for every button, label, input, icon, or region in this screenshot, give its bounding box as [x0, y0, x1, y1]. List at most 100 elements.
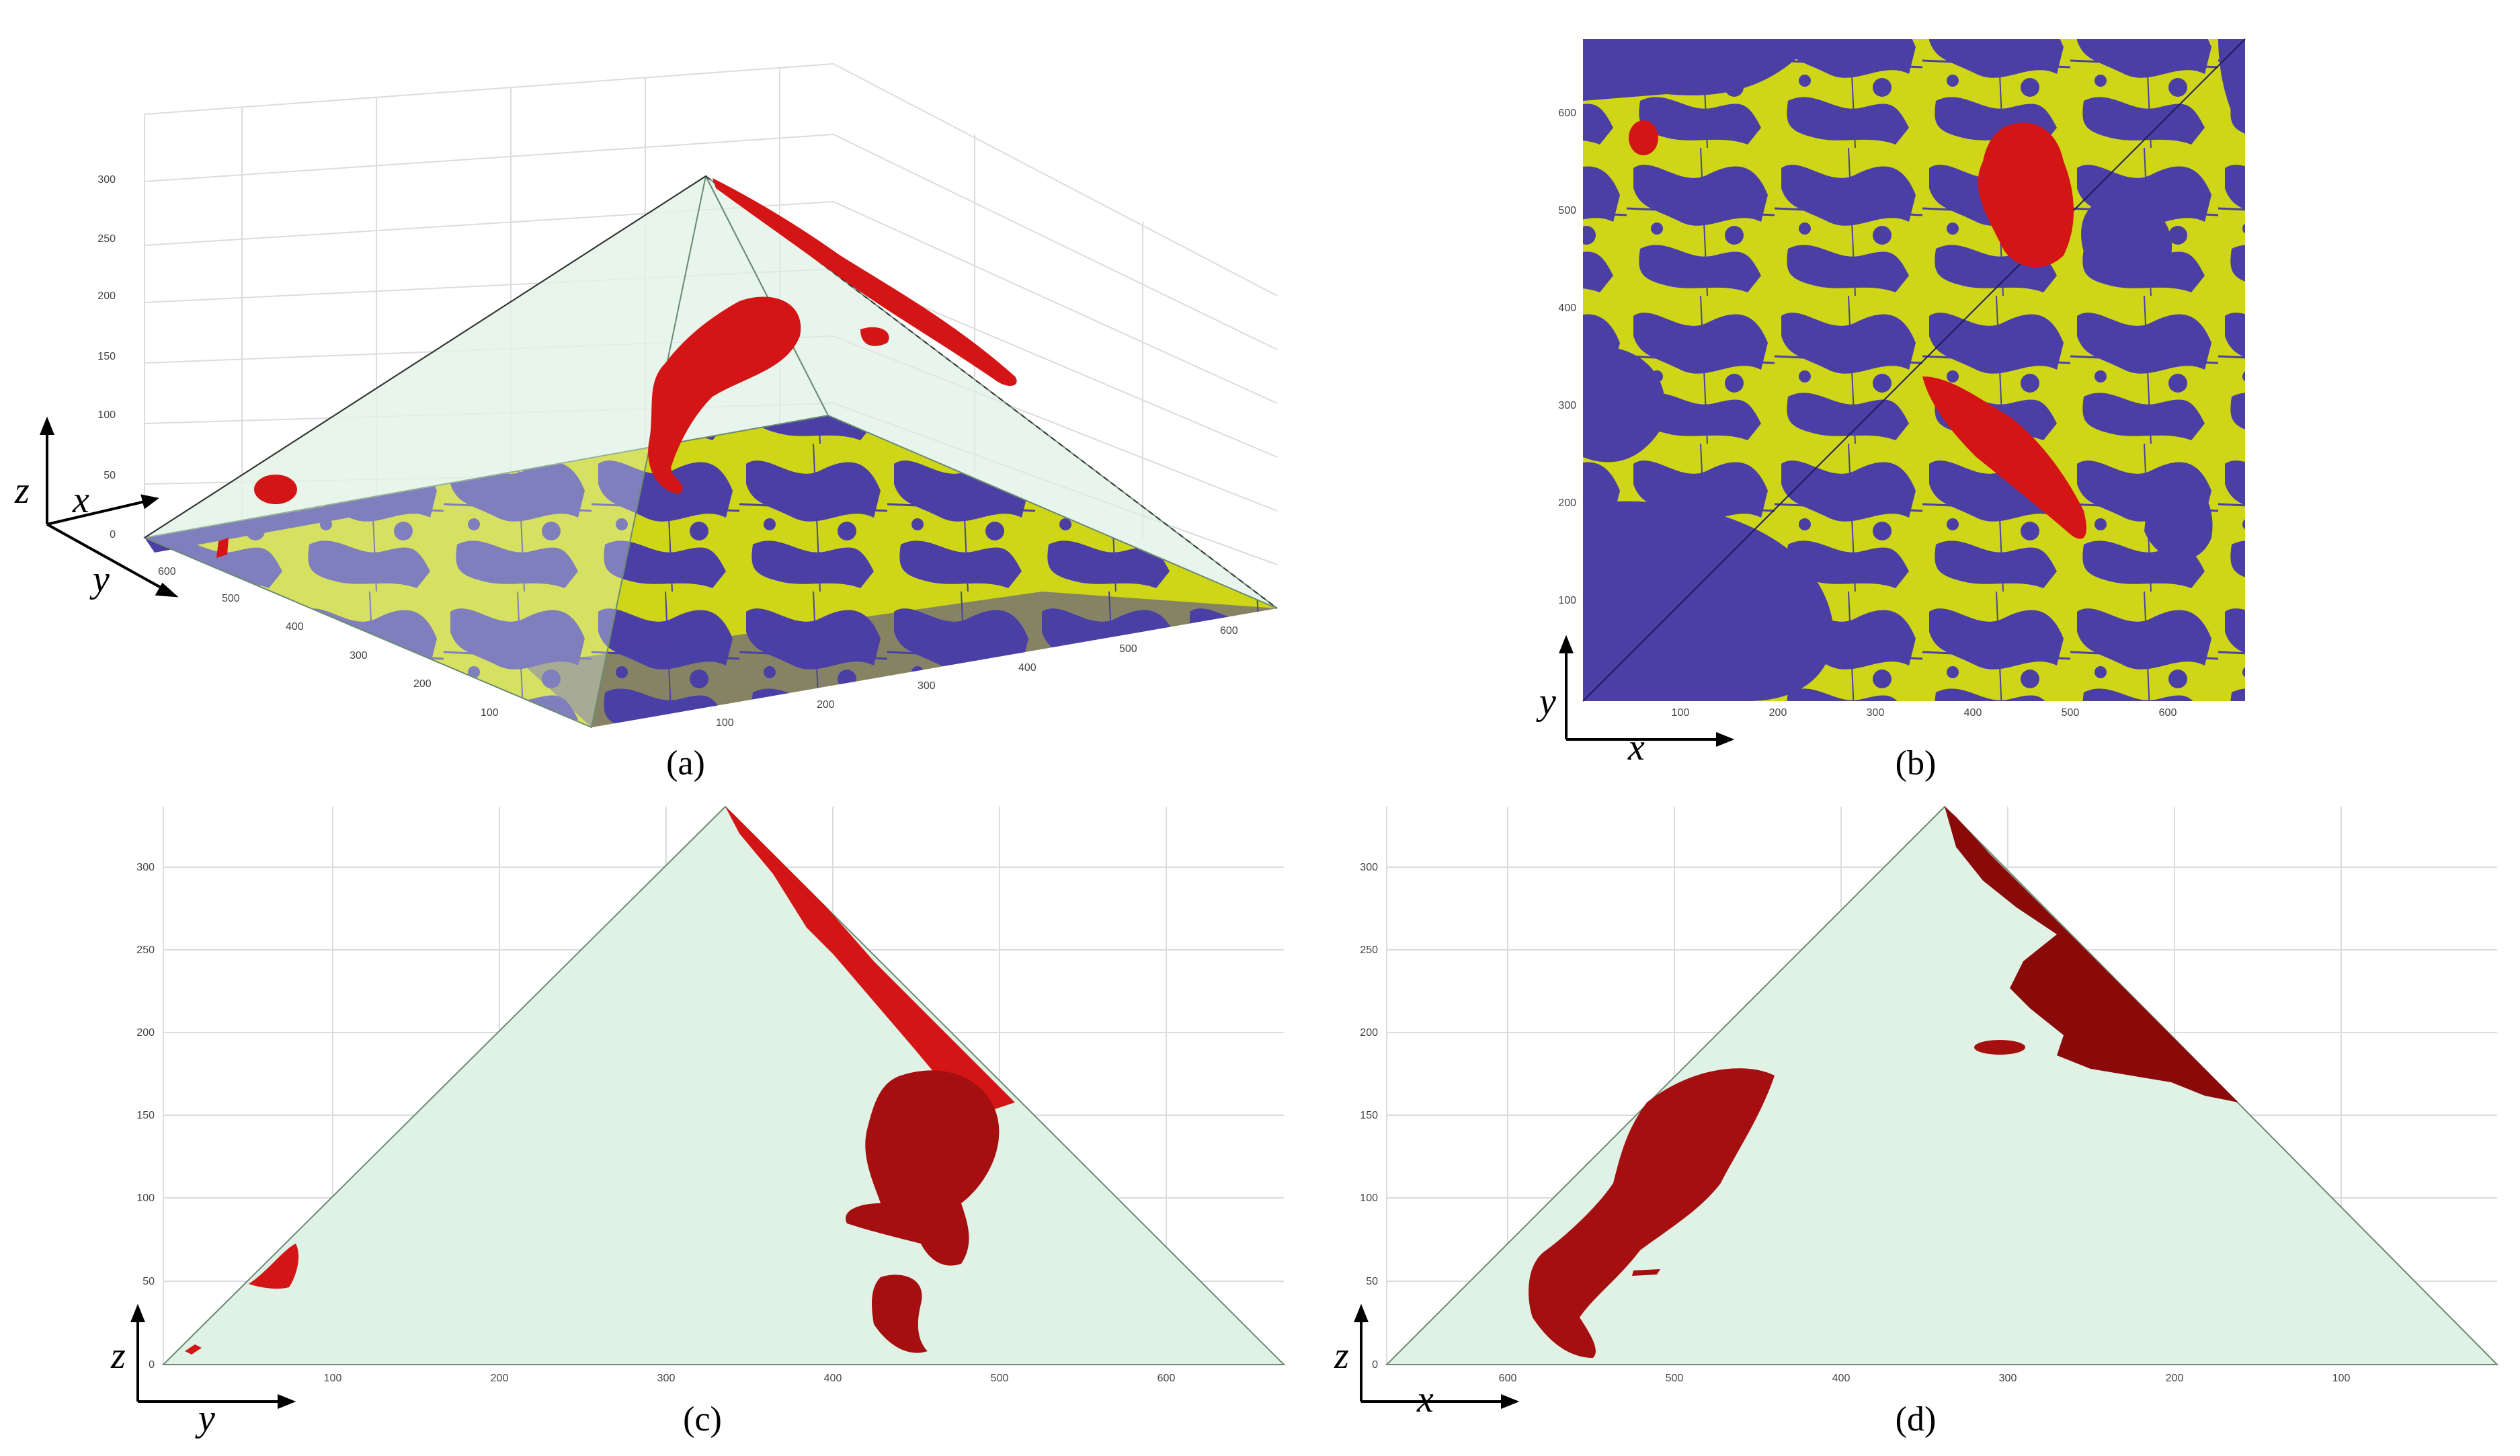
panel-c-y-tick: 500 [991, 1373, 1009, 1384]
panel-c-axis-triad [130, 1303, 296, 1409]
panel-b-x-tick: 500 [2062, 707, 2080, 719]
panel-a-z-tick: 300 [97, 174, 116, 186]
panel-c-plume-main [846, 1070, 1000, 1266]
panel-c-plume-edge [725, 807, 1015, 1109]
panel-b-caption: (b) [1896, 744, 1937, 782]
panel-d-x-tick: 600 [1499, 1373, 1517, 1384]
panel-a-y-tick: 200 [413, 678, 432, 690]
panel-b-x-tick: 300 [1867, 707, 1885, 719]
panel-a-water-band [145, 497, 387, 553]
panel-d-plume-small [1974, 1040, 2025, 1055]
panel-a-y-tick: 100 [481, 707, 499, 719]
panel-b-y-tick: 400 [1558, 302, 1576, 314]
panel-a-x-tick: 200 [817, 699, 835, 711]
panel-a-axis-triad [40, 416, 179, 598]
panel-d: 0 50 100 150 200 250 300 600 500 400 300… [1334, 805, 2499, 1439]
panel-a-plume-main [648, 296, 801, 494]
panel-c-z-ticks: 0 50 100 150 200 250 300 [136, 862, 155, 1371]
panel-a-x-tick: 300 [918, 680, 936, 692]
panel-d-x-label: x [1416, 1379, 1434, 1420]
panel-d-z-tick: 100 [1360, 1192, 1378, 1204]
panel-d-plume-main [1529, 1068, 1775, 1358]
panel-a-z-tick: 150 [97, 351, 116, 362]
panel-c-z-tick: 100 [136, 1192, 155, 1204]
panel-a-y-tick: 300 [350, 650, 368, 661]
panel-a-z-label: z [14, 470, 30, 512]
panel-d-caption: (d) [1896, 1400, 1937, 1439]
panel-c-z-tick: 250 [136, 944, 155, 956]
panel-d-x-tick: 500 [1666, 1373, 1684, 1384]
panel-d-z-tick: 250 [1360, 944, 1378, 956]
panel-d-x-tick: 200 [2166, 1373, 2184, 1384]
panel-c-y-label: y [195, 1398, 215, 1439]
panel-a-z-ticks: 0 50 100 150 200 250 300 [97, 174, 116, 540]
panel-d-x-tick: 300 [1999, 1373, 2017, 1384]
panel-b: 600 500 400 300 200 100 100 200 300 400 … [1536, 38, 2246, 782]
panel-a-x-label: x [72, 479, 89, 521]
panel-d-z-tick: 150 [1360, 1110, 1378, 1121]
panel-b-diagonal [1582, 38, 2246, 702]
panel-a-y-label: y [89, 559, 110, 600]
panel-c-y-tick: 300 [657, 1373, 676, 1384]
panel-a-z-tick: 250 [97, 233, 116, 245]
panel-b-x-tick: 100 [1672, 707, 1690, 719]
panel-c-plume-lower [872, 1275, 928, 1353]
panel-a-plume-tiny [216, 538, 229, 558]
panel-a-plume-isolated [254, 475, 297, 504]
panel-b-y-ticks: 600 500 400 300 200 100 [1558, 108, 1576, 606]
panel-a-water-band-2 [524, 592, 1277, 727]
panel-a-z-tick: 0 [110, 529, 116, 540]
panel-c: 0 50 100 150 200 250 300 100 200 300 400… [110, 805, 1286, 1439]
panel-a: 0 50 100 150 200 250 300 600 500 400 300… [14, 63, 1278, 782]
panel-d-z-label: z [1334, 1335, 1349, 1377]
panel-a-x-tick: 600 [1220, 625, 1238, 637]
panel-b-x-tick: 600 [2159, 707, 2177, 719]
panel-b-plume-north [1978, 122, 2074, 268]
panel-b-x-tick: 400 [1964, 707, 1982, 719]
panel-c-caption: (c) [683, 1400, 722, 1439]
panel-a-y-tick: 500 [222, 593, 240, 604]
panel-b-x-ticks: 100 200 300 400 500 600 [1672, 707, 2177, 719]
panel-c-y-tick: 600 [1157, 1373, 1176, 1384]
panel-c-z-label: z [110, 1335, 126, 1377]
panel-d-z-tick: 0 [1372, 1359, 1378, 1371]
panel-c-z-tick: 50 [143, 1276, 155, 1287]
panel-d-x-tick: 100 [2332, 1373, 2351, 1384]
panel-c-z-tick: 150 [136, 1110, 155, 1121]
panel-b-axis-triad [1559, 635, 1735, 747]
panel-d-z-tick: 50 [1366, 1276, 1378, 1287]
panel-a-z-tick: 100 [97, 409, 116, 421]
panel-d-axis-triad [1354, 1303, 1520, 1409]
panel-b-y-tick: 300 [1558, 400, 1576, 411]
panel-a-z-tick: 50 [104, 470, 116, 481]
panel-a-y-tick: 600 [158, 566, 176, 577]
panel-c-y-tick: 200 [491, 1373, 509, 1384]
panel-c-y-tick: 100 [324, 1373, 342, 1384]
panel-d-z-tick: 300 [1360, 862, 1378, 873]
panel-c-z-tick: 300 [136, 862, 155, 873]
panel-d-z-ticks: 0 50 100 150 200 250 300 [1360, 862, 1378, 1371]
panel-d-z-tick: 200 [1360, 1027, 1378, 1039]
panel-b-plume-south [1922, 376, 2086, 539]
panel-d-x-tick: 400 [1832, 1373, 1851, 1384]
panel-a-plume-small [860, 327, 889, 346]
panel-a-y-tick: 400 [286, 621, 304, 633]
panel-a-plume-edge [713, 178, 1017, 387]
panel-b-x-label: x [1627, 727, 1645, 768]
panel-d-plume-edge [1945, 807, 2238, 1102]
panel-b-x-tick: 200 [1769, 707, 1787, 719]
panel-c-z-tick: 200 [136, 1027, 155, 1039]
panel-c-pyramid [161, 805, 1286, 1365]
panel-b-y-tick: 200 [1558, 497, 1576, 509]
panel-a-x-ticks: 100 200 300 400 500 600 [716, 625, 1238, 729]
panel-d-x-ticks: 600 500 400 300 200 100 [1499, 1373, 2351, 1384]
panel-c-z-tick: 0 [149, 1359, 155, 1371]
panel-b-y-tick: 100 [1558, 595, 1576, 606]
panel-a-y-ticks: 600 500 400 300 200 100 [158, 566, 499, 719]
panel-b-y-tick: 600 [1558, 108, 1576, 119]
panel-a-caption: (a) [666, 744, 705, 782]
panel-a-x-tick: 100 [716, 717, 734, 729]
panel-c-plume-isolated [249, 1244, 299, 1289]
panel-b-plume-west [1629, 120, 1658, 155]
